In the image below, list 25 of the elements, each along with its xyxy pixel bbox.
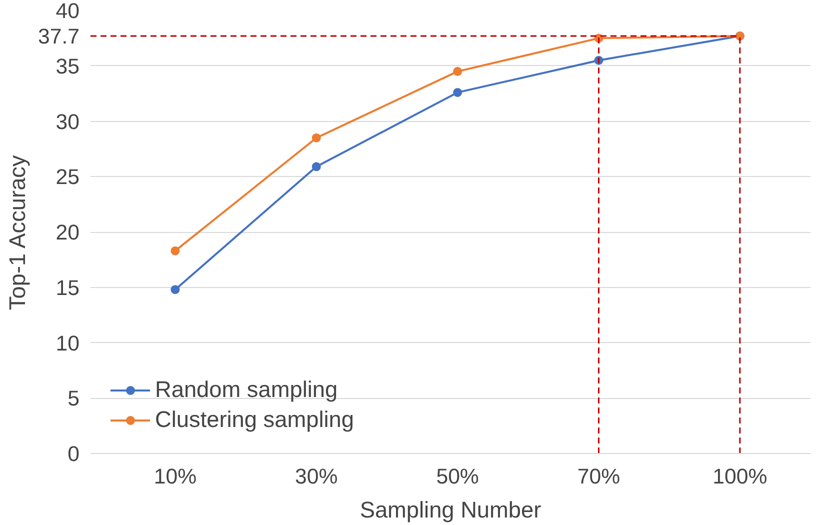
- y-tick-label: 40: [56, 0, 80, 23]
- point: [453, 66, 462, 76]
- x-tick-label: 10%: [154, 464, 197, 488]
- y-tick-label: 25: [56, 165, 80, 190]
- legend-label: Random sampling: [155, 376, 338, 403]
- legend-label: Clustering sampling: [155, 406, 354, 433]
- point: [312, 162, 321, 172]
- ref-line-label: 37.7: [38, 24, 80, 48]
- y-axis-title: Top-1 Accuracy: [4, 154, 30, 310]
- x-tick-label: 100%: [712, 464, 768, 488]
- y-tick-label: 30: [56, 110, 80, 134]
- y-tick-label: 0: [68, 442, 80, 466]
- y-tick-label: 5: [68, 386, 80, 411]
- x-tick-label: 70%: [577, 464, 620, 488]
- point: [170, 285, 180, 294]
- x-axis-title: Sampling Number: [360, 496, 542, 522]
- x-tick-label: 30%: [295, 464, 338, 488]
- y-tick-label: 20: [56, 220, 80, 244]
- point: [170, 246, 180, 256]
- x-tick-label: 50%: [436, 464, 479, 488]
- point: [312, 133, 321, 142]
- y-tick-label: 15: [56, 276, 80, 300]
- y-tick-label: 35: [56, 54, 80, 78]
- y-tick-label: 10: [56, 331, 80, 356]
- point: [453, 88, 462, 97]
